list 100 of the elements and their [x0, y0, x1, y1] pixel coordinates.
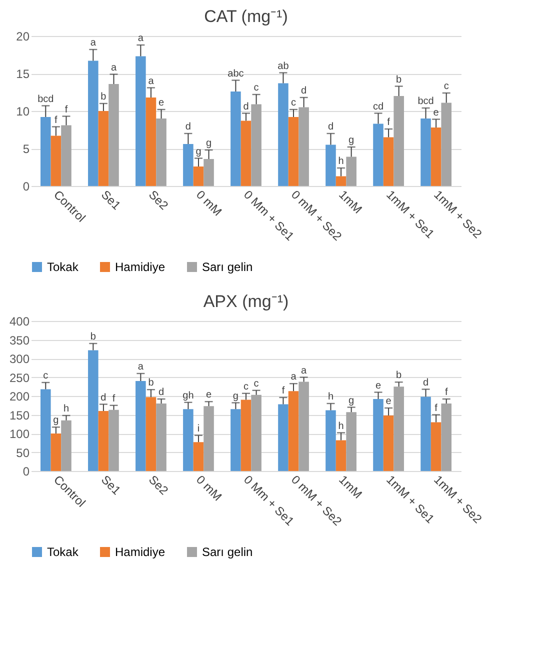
bar — [88, 60, 98, 186]
bar — [40, 389, 51, 471]
bar — [383, 416, 394, 471]
chart-title: CAT (mg⁻¹) — [204, 7, 288, 26]
annotation: b — [148, 378, 154, 389]
annotation: h — [338, 156, 344, 167]
bar — [336, 440, 346, 471]
y-tick-label: 350 — [9, 333, 30, 348]
bar — [240, 400, 252, 471]
legend-label: Sarı gelin — [202, 260, 253, 274]
bar — [204, 406, 214, 471]
x-tick-label: 0 mM — [194, 188, 225, 219]
annotation: a — [90, 38, 96, 48]
bar — [146, 98, 156, 186]
bar — [40, 117, 51, 186]
bar — [278, 83, 288, 186]
x-tick-label: Se1 — [98, 472, 124, 498]
bar — [240, 120, 252, 186]
bar — [441, 404, 452, 471]
annotation: g — [196, 146, 202, 158]
annotation: gh — [182, 390, 194, 402]
bar — [136, 56, 146, 186]
annotation: f — [434, 402, 438, 414]
annotation: a — [148, 76, 154, 87]
annotation: c — [244, 381, 248, 392]
annotation: i — [197, 423, 200, 434]
y-tick-label: 50 — [16, 446, 30, 460]
y-tick-label: 400 — [9, 314, 30, 328]
annotation: cd — [372, 101, 384, 112]
annotation: g — [348, 135, 354, 146]
y-tick-label: 0 — [22, 464, 30, 478]
bar — [298, 107, 309, 186]
bar — [50, 434, 62, 471]
annotation: d — [185, 122, 191, 132]
bar — [420, 396, 431, 471]
annotation: c — [254, 378, 259, 390]
bar — [430, 422, 442, 471]
annotation: bcd — [38, 94, 54, 105]
annotation: a — [138, 33, 144, 44]
bar — [251, 394, 262, 471]
annotation: g — [232, 390, 238, 402]
annotation: a — [110, 62, 117, 74]
annotation: f — [387, 117, 390, 128]
x-tick-label: Se2 — [146, 188, 172, 213]
x-tick-label: 0 mM — [194, 472, 225, 504]
annotation: c — [291, 98, 296, 108]
bar — [373, 124, 384, 186]
annotation: h — [63, 404, 70, 414]
annotation: f — [54, 114, 58, 126]
legend-label: Sarı gelin — [202, 545, 253, 559]
bar — [183, 144, 194, 186]
bar — [336, 176, 346, 186]
y-tick-label: 300 — [9, 352, 30, 366]
annotation: f — [112, 393, 116, 404]
legend-label: Tokak — [47, 545, 80, 559]
bar — [383, 137, 394, 186]
bar — [88, 350, 98, 471]
y-tick-label: 100 — [9, 427, 30, 441]
bar — [326, 144, 336, 186]
annotation: bcd — [418, 96, 434, 107]
annotation: g — [206, 138, 212, 149]
bar — [156, 404, 166, 471]
annotation: e — [206, 390, 212, 401]
bar — [430, 128, 442, 186]
annotation: h — [338, 420, 344, 432]
bar — [61, 420, 72, 471]
bar — [146, 397, 156, 471]
bar — [298, 382, 309, 471]
annotation: b — [396, 74, 402, 86]
bar — [394, 386, 404, 471]
bar — [61, 125, 72, 186]
bar — [193, 166, 204, 186]
annotation: d — [100, 392, 106, 404]
bar — [394, 96, 404, 186]
annotation: e — [433, 107, 440, 118]
annotation: b — [90, 332, 96, 342]
bar — [183, 409, 194, 471]
y-tick-label: 150 — [9, 408, 30, 422]
bar — [420, 118, 431, 186]
annotation: f — [64, 104, 68, 116]
bar — [278, 404, 288, 471]
y-tick-label: 0 — [22, 180, 30, 194]
y-tick-label: 250 — [9, 370, 30, 385]
y-tick-label: 10 — [16, 104, 30, 118]
annotation: ab — [278, 60, 290, 72]
annotation: e — [158, 98, 164, 108]
bar — [136, 381, 146, 471]
bar — [50, 136, 62, 186]
annotation: d — [422, 377, 429, 388]
y-tick-label: 5 — [22, 142, 30, 156]
bar — [230, 92, 241, 186]
annotation: a — [301, 365, 308, 376]
annotation: d — [158, 387, 164, 398]
annotation: a — [290, 372, 297, 383]
chart-title: APX (mg⁻¹) — [203, 292, 289, 311]
annotation: h — [328, 392, 334, 402]
y-tick-label: 20 — [16, 30, 30, 44]
bar — [108, 410, 119, 471]
bar — [251, 104, 262, 186]
bar — [156, 118, 166, 186]
